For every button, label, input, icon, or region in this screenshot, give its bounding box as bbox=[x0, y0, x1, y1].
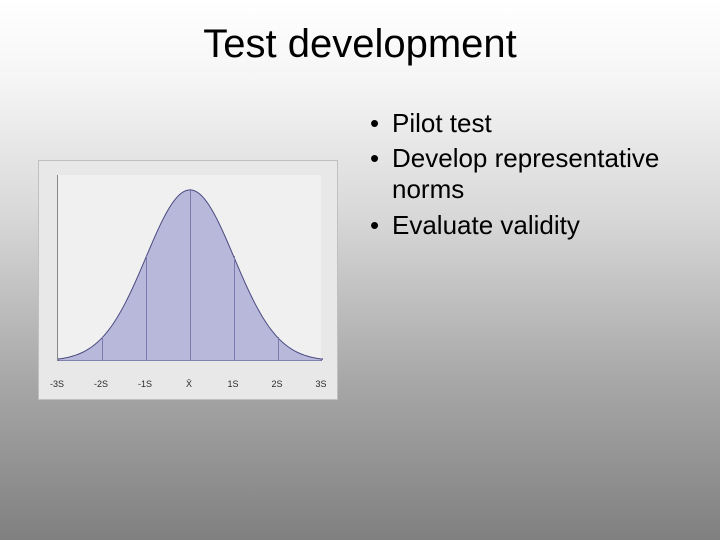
sd-line bbox=[278, 337, 279, 360]
sd-line bbox=[58, 358, 59, 360]
sd-line bbox=[102, 337, 103, 360]
slide: Test development -3S -2S -1S X̄ 1S 2S 3S Pilot… bbox=[0, 0, 720, 540]
sd-line bbox=[322, 358, 323, 360]
bell-curve-chart: -3S -2S -1S X̄ 1S 2S 3S bbox=[38, 160, 338, 400]
x-axis-label: -3S bbox=[50, 379, 64, 389]
bullet-item: Pilot test bbox=[370, 108, 690, 139]
x-axis-label: -2S bbox=[94, 379, 108, 389]
bullet-item: Develop representative norms bbox=[370, 143, 690, 205]
sd-line bbox=[146, 256, 147, 360]
sd-line bbox=[234, 256, 235, 360]
slide-title: Test development bbox=[0, 22, 720, 67]
x-axis-label: 3S bbox=[315, 379, 326, 389]
x-axis-label: 1S bbox=[227, 379, 238, 389]
x-axis-label: X̄ bbox=[186, 379, 192, 389]
x-axis-label: -1S bbox=[138, 379, 152, 389]
x-axis-labels: -3S-2S-1SX̄1S2S3S bbox=[57, 379, 321, 393]
chart-plot-area bbox=[57, 175, 321, 361]
bullet-list: Pilot test Develop representative norms Ev… bbox=[370, 108, 690, 245]
sd-line bbox=[190, 189, 191, 360]
x-axis-label: 2S bbox=[271, 379, 282, 389]
bullet-item: Evaluate validity bbox=[370, 210, 690, 241]
